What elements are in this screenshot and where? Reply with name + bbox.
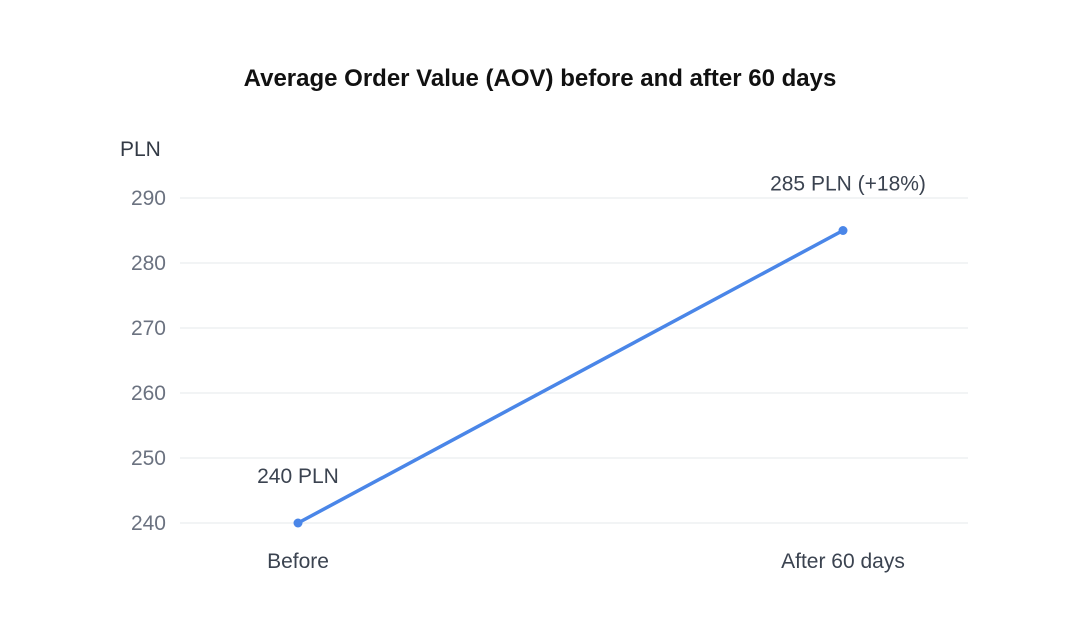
- y-tick-label: 260: [131, 382, 166, 405]
- y-tick-label: 250: [131, 447, 166, 470]
- data-label: 240 PLN: [257, 465, 339, 488]
- y-tick-label: 280: [131, 252, 166, 275]
- x-tick-label: Before: [267, 550, 329, 573]
- data-labels: 240 PLN 285 PLN (+18%): [257, 173, 926, 489]
- series-layer: [293, 226, 848, 528]
- x-axis-ticks: Before After 60 days: [267, 550, 905, 573]
- data-label: 285 PLN (+18%): [770, 173, 926, 196]
- y-tick-label: 290: [131, 187, 166, 210]
- series-line: [296, 228, 845, 525]
- data-point: [838, 226, 848, 235]
- y-tick-label: 270: [131, 317, 166, 340]
- data-point: [293, 518, 303, 528]
- y-tick-label: 240: [131, 512, 166, 535]
- y-axis-unit-label: PLN: [120, 138, 161, 161]
- grid-lines: [180, 197, 968, 524]
- x-tick-label: After 60 days: [781, 550, 905, 573]
- chart-title: Average Order Value (AOV) before and aft…: [244, 65, 837, 92]
- y-axis-ticks: 240 250 260 270 280 290: [131, 187, 166, 535]
